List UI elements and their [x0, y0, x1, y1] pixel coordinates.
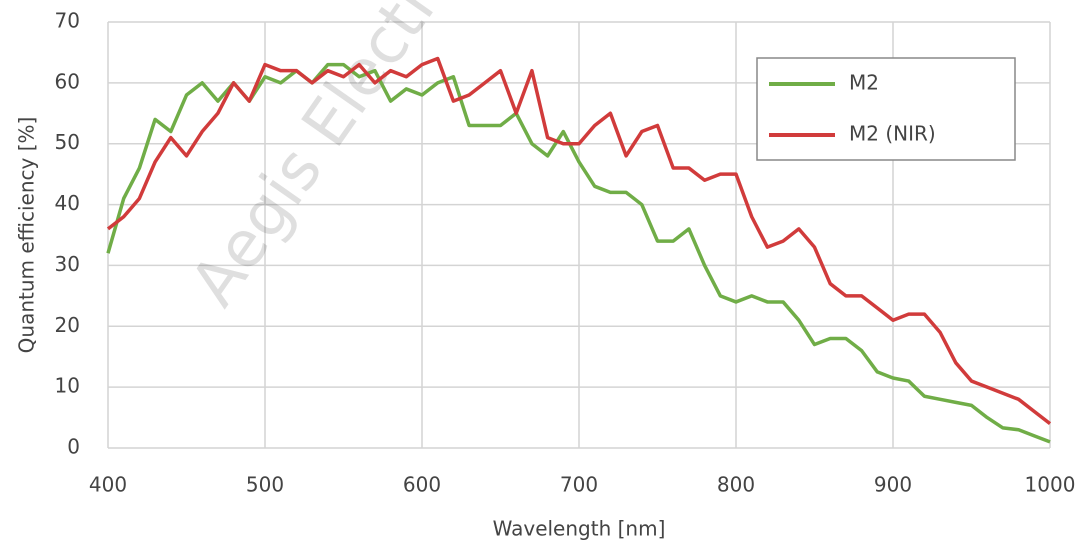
x-tick-label: 700	[560, 473, 598, 497]
data-line	[106, 62, 1051, 444]
x-tick-label: 600	[403, 473, 441, 497]
data-line	[106, 56, 1052, 426]
legend-box	[756, 57, 1016, 161]
y-tick-label: 50	[55, 130, 80, 154]
y-axis-label: Quantum efficiency [%]	[15, 117, 39, 354]
watermark: Aegis Electronic	[177, 0, 530, 319]
x-axis-label: Wavelength [nm]	[493, 517, 666, 541]
x-tick-label: 900	[874, 473, 912, 497]
y-tick-label: 20	[55, 313, 80, 337]
y-tick-label: 60	[55, 69, 80, 93]
y-tick-label: 70	[55, 9, 80, 33]
x-tick-label: 1000	[1025, 473, 1076, 497]
y-tick-label: 0	[67, 435, 80, 459]
x-tick-label: 500	[246, 473, 284, 497]
y-tick-label: 30	[55, 252, 80, 276]
y-tick-label: 40	[55, 191, 80, 215]
x-tick-label: 800	[717, 473, 755, 497]
x-tick-label: 400	[89, 473, 127, 497]
legend-label: M2	[849, 71, 879, 95]
y-tick-label: 10	[55, 374, 80, 398]
legend-label: M2 (NIR)	[849, 122, 936, 146]
